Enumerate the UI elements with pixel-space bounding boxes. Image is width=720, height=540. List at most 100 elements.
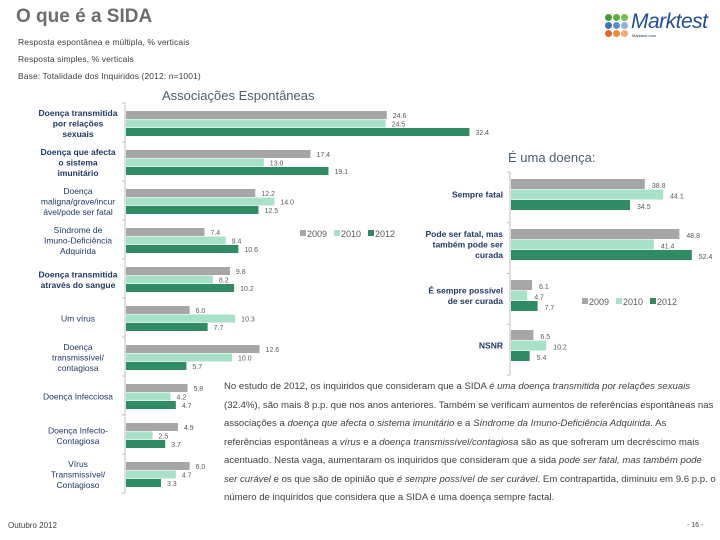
subtitle-response-type-1: Resposta espontânea e múltipla, % vertic… (18, 37, 190, 47)
logo-dot (605, 30, 612, 37)
paragraph-emphasis: doença que afecta o sistema imunitário (287, 418, 455, 429)
category-label: Adquirida (60, 246, 96, 256)
category-label: NSNR (479, 341, 503, 351)
category-label: Contagioso (56, 480, 99, 490)
value-label: 9.4 (232, 239, 242, 246)
value-label: 34.5 (637, 204, 651, 211)
value-label: 13.0 (270, 161, 284, 168)
bar-2009 (126, 267, 230, 275)
value-label: 24.6 (393, 113, 407, 120)
category-label: Transmissível/ (51, 470, 106, 480)
value-label: 9.8 (236, 269, 246, 276)
value-label: 6.0 (196, 308, 206, 315)
logo-dot (605, 22, 612, 29)
bar-2009 (511, 179, 645, 189)
value-label: 17.4 (316, 152, 330, 159)
bar-2009 (126, 306, 190, 314)
legend-label-2012: 2012 (375, 229, 395, 239)
value-label: 12.5 (265, 208, 279, 215)
bar-2010 (511, 189, 664, 200)
value-label: 10.6 (244, 247, 258, 254)
value-label: 10.2 (553, 345, 567, 352)
category-label: Doença transmitida (39, 108, 118, 118)
category-label: maligna/grave/incur (41, 197, 115, 207)
logo-dot (621, 14, 628, 21)
value-label: 7.7 (545, 305, 555, 312)
logo-dot (605, 14, 612, 21)
bar-2010 (126, 470, 176, 479)
bar-2009 (126, 345, 260, 353)
bar-2009 (511, 280, 533, 290)
bar-2009 (126, 150, 311, 158)
bar-2012 (126, 362, 187, 370)
legend-label-2012: 2012 (657, 297, 677, 307)
category-label: Doença Infecciosa (43, 392, 113, 402)
bar-2010 (511, 290, 528, 301)
paragraph-text: . As referências espontâneas a (224, 418, 667, 448)
bar-2010 (126, 314, 236, 323)
category-label: Doença transmitida (39, 269, 118, 279)
logo-dots-icon (605, 14, 628, 37)
category-label: o sistema (58, 158, 97, 168)
paragraph-emphasis: é sempre possível de ser curável (396, 473, 538, 485)
value-label: 4.7 (534, 295, 544, 302)
category-label: contagiosa (57, 363, 98, 373)
category-label: imunitário (57, 168, 98, 178)
legend-swatch-2009 (300, 230, 306, 236)
value-label: 5.7 (192, 364, 202, 371)
logo-dot (613, 22, 620, 29)
value-label: 8.2 (219, 278, 229, 285)
bar-2010 (126, 392, 171, 401)
bar-2012 (511, 301, 538, 311)
chart-title-spontaneous: Associações Espontâneas (162, 88, 315, 103)
value-label: 6.0 (196, 464, 206, 471)
bar-2012 (126, 440, 166, 448)
value-label: 32.4 (475, 130, 489, 137)
legend-swatch-2012 (650, 298, 656, 304)
bar-2009 (511, 330, 534, 340)
bar-2010 (126, 431, 153, 440)
marktest-logo: Marktest Marktest.com (605, 10, 715, 42)
bar-2009 (126, 111, 387, 119)
value-label: 10.0 (238, 356, 252, 363)
value-label: 4.7 (182, 403, 192, 410)
paragraph-text: No estudo de 2012, os inquiridos que con… (224, 381, 490, 392)
value-label: 3.7 (171, 442, 181, 449)
bar-2010 (126, 158, 264, 167)
bar-2009 (126, 462, 190, 470)
logo-dot (613, 30, 620, 37)
category-label: Doença (63, 186, 93, 196)
value-label: 4.7 (182, 473, 192, 480)
legend-label-2009: 2009 (307, 229, 327, 239)
paragraph-text: e a (454, 418, 474, 429)
bar-2012 (126, 401, 176, 409)
value-label: 44.1 (670, 194, 684, 201)
paragraph-text: e os que são de opinião que (270, 473, 397, 485)
page-title: O que é a SIDA (16, 6, 153, 27)
value-label: 2.5 (159, 434, 169, 441)
category-label: Sempre fatal (452, 190, 503, 200)
category-label: curada (475, 250, 503, 260)
category-label: Imuno-Deficiência (44, 236, 112, 246)
value-label: 5.4 (537, 355, 547, 362)
category-label: É sempre possível (428, 285, 503, 295)
bar-2010 (126, 236, 226, 245)
value-label: 6.5 (540, 334, 550, 341)
value-label: 6.1 (539, 284, 549, 291)
legend-swatch-2012 (368, 230, 374, 236)
bar-2012 (126, 479, 161, 487)
bar-2012 (126, 245, 239, 253)
footer-date: Outubro 2012 (8, 521, 57, 530)
paragraph-text: (32.4%), são mais 8 p.p. que nos anos an… (224, 399, 714, 430)
value-label: 38.8 (652, 183, 666, 190)
subtitle-response-type-2: Resposta simples, % verticais (18, 54, 134, 64)
bar-2009 (126, 384, 188, 392)
value-label: 52.4 (699, 254, 713, 261)
bar-2009 (126, 228, 205, 236)
legend-swatch-2010 (334, 230, 340, 236)
legend-swatch-2010 (616, 298, 622, 304)
bar-2009 (511, 229, 680, 239)
bar-2012 (511, 200, 631, 210)
legend-swatch-2009 (582, 298, 588, 304)
